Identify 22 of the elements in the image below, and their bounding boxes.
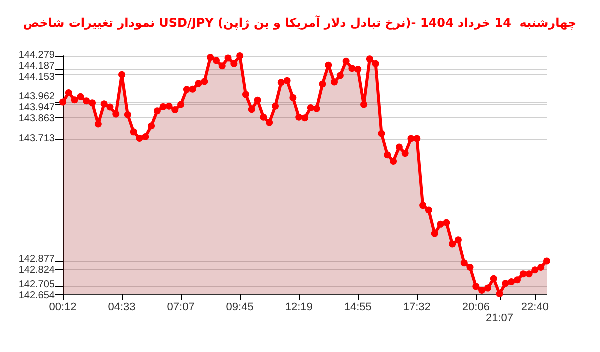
y-tick-label: 143.713 <box>18 133 56 144</box>
y-tick-label: 142.877 <box>18 254 56 266</box>
x-tick-label: 17:32 <box>403 302 431 314</box>
y-tick-label: 144.187 <box>18 61 56 72</box>
y-tick-label: 142.654 <box>18 290 56 302</box>
x-tick-label: 12:19 <box>285 302 313 314</box>
y-tick-label: 143.863 <box>18 113 56 124</box>
x-tick-label: 14:55 <box>344 302 372 314</box>
y-tick-label: 144.279 <box>18 50 56 62</box>
x-tick-label: 09:45 <box>226 302 254 314</box>
x-tick-label: 07:07 <box>167 302 195 314</box>
x-tick-label: 20:06 <box>462 302 490 314</box>
x-tick-label: 21:07 <box>486 312 514 324</box>
x-tick-label: 00:12 <box>49 302 77 314</box>
x-tick-label: 22:40 <box>521 302 549 314</box>
x-tick-label: 04:33 <box>108 302 136 314</box>
y-tick-label: 142.824 <box>18 265 56 276</box>
y-tick-label: 144.153 <box>18 72 56 84</box>
chart-title: نمودار تغییرات شاخص USD/JPY (نرخ تبادل دلار آمریکا و ین ژاپن)- چهارشنبه 14 خرداد 1404 <box>23 15 577 30</box>
y-tick-label: 142.705 <box>18 279 56 290</box>
y-tick-label: 143.947 <box>18 102 56 114</box>
y-tick-label: 143.962 <box>18 91 56 102</box>
